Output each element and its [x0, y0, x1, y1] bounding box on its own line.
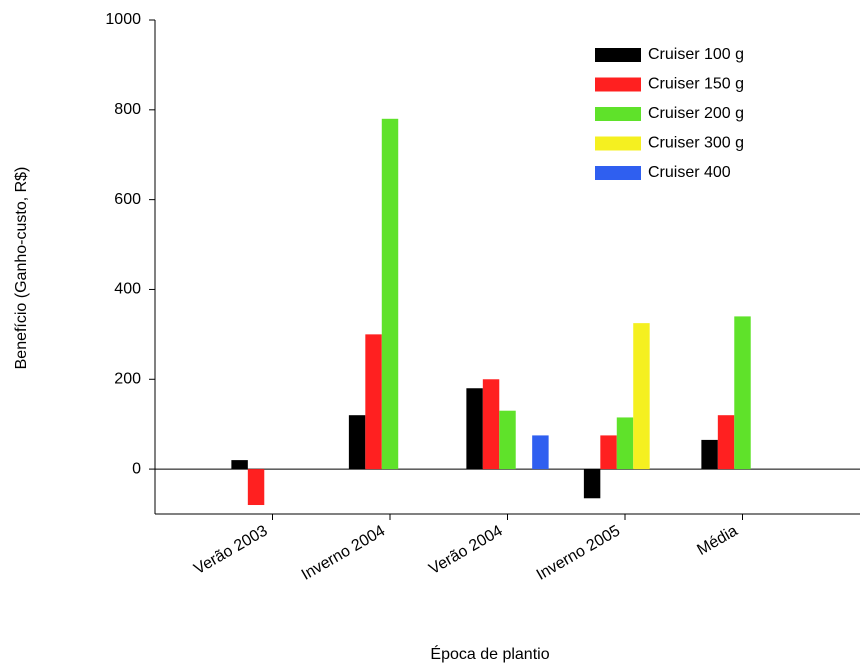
legend-swatch	[595, 136, 641, 151]
y-tick-label: 200	[114, 370, 141, 387]
legend-label: Cruiser 200 g	[648, 105, 744, 122]
bar	[532, 435, 549, 470]
bar	[482, 379, 500, 470]
x-tick-label: Média	[694, 522, 740, 559]
x-tick-label: Verão 2004	[426, 522, 505, 578]
legend-swatch	[595, 107, 641, 121]
legend-swatch	[595, 166, 641, 180]
bar	[616, 417, 634, 470]
legend-label: Cruiser 100 g	[648, 46, 744, 63]
bar	[633, 323, 650, 470]
bar	[499, 410, 516, 470]
y-axis-title: Benefício (Ganho-custo, R$)	[13, 167, 30, 370]
y-tick-label: 400	[114, 281, 141, 298]
bar	[247, 469, 265, 506]
y-tick-label: 600	[114, 191, 141, 208]
legend-swatch	[595, 77, 641, 92]
bar	[365, 334, 382, 470]
bar	[381, 118, 399, 470]
legend-label: Cruiser 300 g	[648, 135, 744, 152]
x-tick-label: Verão 2003	[191, 522, 270, 578]
bar	[583, 469, 601, 499]
bar	[734, 316, 751, 470]
x-tick-label: Inverno 2005	[534, 522, 623, 583]
x-axis-title: Época de plantio	[430, 644, 549, 663]
legend-swatch	[595, 48, 641, 62]
bar	[600, 435, 617, 470]
x-tick-label: Inverno 2004	[299, 522, 388, 583]
bar	[348, 415, 366, 470]
legend-label: Cruiser 400	[648, 164, 731, 181]
bar	[231, 460, 248, 470]
y-tick-label: 0	[132, 460, 141, 477]
bar	[717, 415, 735, 470]
legend-label: Cruiser 150 g	[648, 76, 744, 93]
y-tick-label: 1000	[105, 11, 141, 28]
bar	[466, 388, 483, 470]
y-tick-label: 800	[114, 101, 141, 118]
bar	[701, 439, 718, 470]
